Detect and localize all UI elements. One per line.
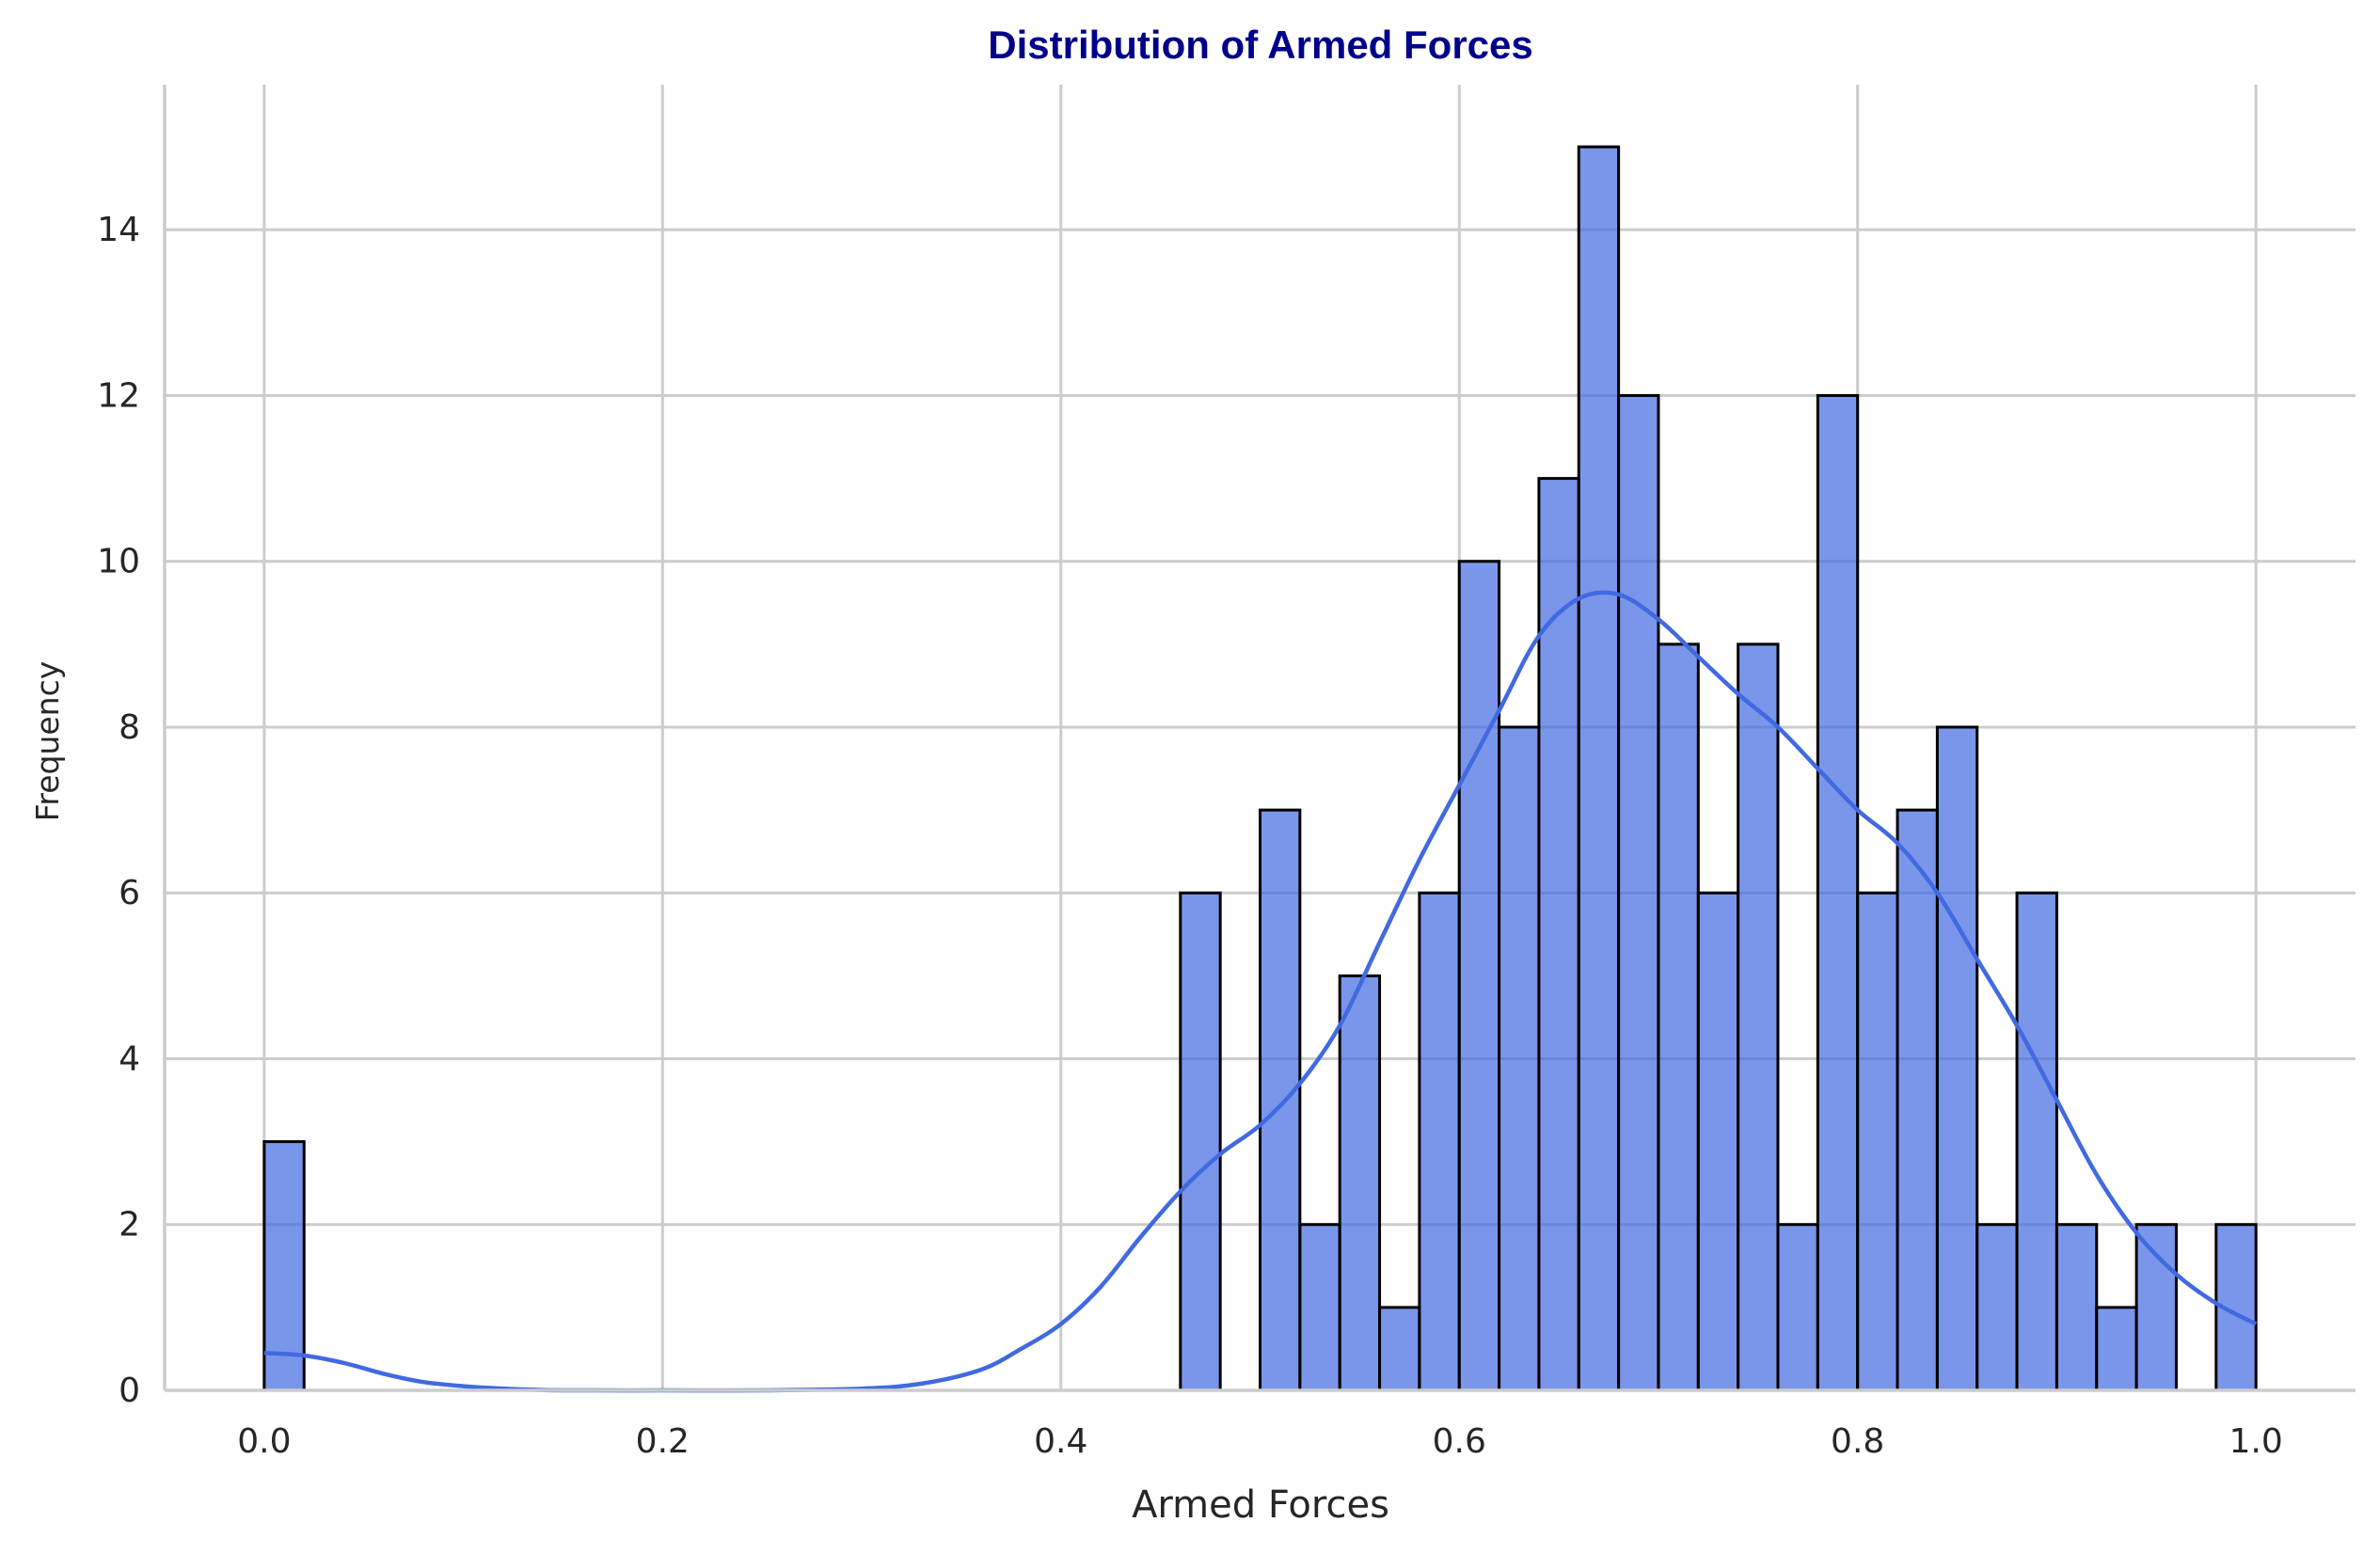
histogram-bars: [262, 145, 2258, 1392]
tick-labels: 0.0 0.2 0.4 0.6 0.8 1.0 0 2 4 6 8 10 12 14: [97, 211, 2283, 1461]
y-tick-label: 14: [97, 211, 140, 249]
x-tick-label: 0.2: [636, 1422, 690, 1461]
x-tick-label: 0.8: [1831, 1422, 1884, 1461]
x-tick-label: 0.4: [1034, 1422, 1087, 1461]
histogram-bar: [1577, 145, 1621, 1392]
histogram-bar: [2055, 1223, 2099, 1392]
x-tick-label: 0.6: [1433, 1422, 1486, 1461]
histogram-bar: [1338, 974, 1382, 1392]
histogram-bar: [262, 1140, 306, 1392]
y-tick-label: 0: [119, 1372, 140, 1410]
histogram-bar: [1418, 891, 1461, 1392]
y-tick-label: 10: [97, 543, 140, 581]
x-tick-label: 0.0: [237, 1422, 291, 1461]
histogram-bar: [2134, 1223, 2178, 1392]
histogram-bar: [2095, 1306, 2138, 1392]
histogram-bar: [1856, 891, 1899, 1392]
histogram-bar: [2015, 891, 2058, 1392]
histogram-bar: [1457, 560, 1501, 1392]
histogram-bar: [1935, 725, 1979, 1392]
y-tick-label: 2: [119, 1206, 140, 1245]
histogram-bar: [1498, 725, 1541, 1392]
y-tick-label: 6: [119, 874, 140, 912]
histogram-bar: [1179, 891, 1222, 1392]
histogram-bar: [1975, 1223, 2019, 1392]
histogram-bar: [1737, 642, 1780, 1392]
histogram-bar: [1298, 1223, 1341, 1392]
axes: [163, 85, 2356, 1392]
histogram-bar: [1776, 1223, 1819, 1392]
x-tick-label: 1.0: [2229, 1422, 2283, 1461]
histogram-bar: [2214, 1223, 2258, 1392]
x-axis-label: Armed Forces: [1132, 1483, 1389, 1527]
histogram-bar: [1617, 393, 1660, 1392]
histogram-bar: [1378, 1306, 1421, 1392]
y-tick-label: 8: [119, 708, 140, 747]
y-tick-label: 4: [119, 1039, 140, 1078]
chart-title: Distribution of Armed Forces: [988, 23, 1533, 67]
histogram-bar: [1696, 891, 1740, 1392]
histogram-bar: [1259, 808, 1302, 1392]
y-axis-label: Frequency: [29, 661, 66, 821]
histogram-bar: [1657, 642, 1700, 1392]
y-tick-label: 12: [97, 376, 140, 415]
histogram-bar: [1896, 808, 1939, 1392]
histogram-bar: [1816, 393, 1860, 1392]
